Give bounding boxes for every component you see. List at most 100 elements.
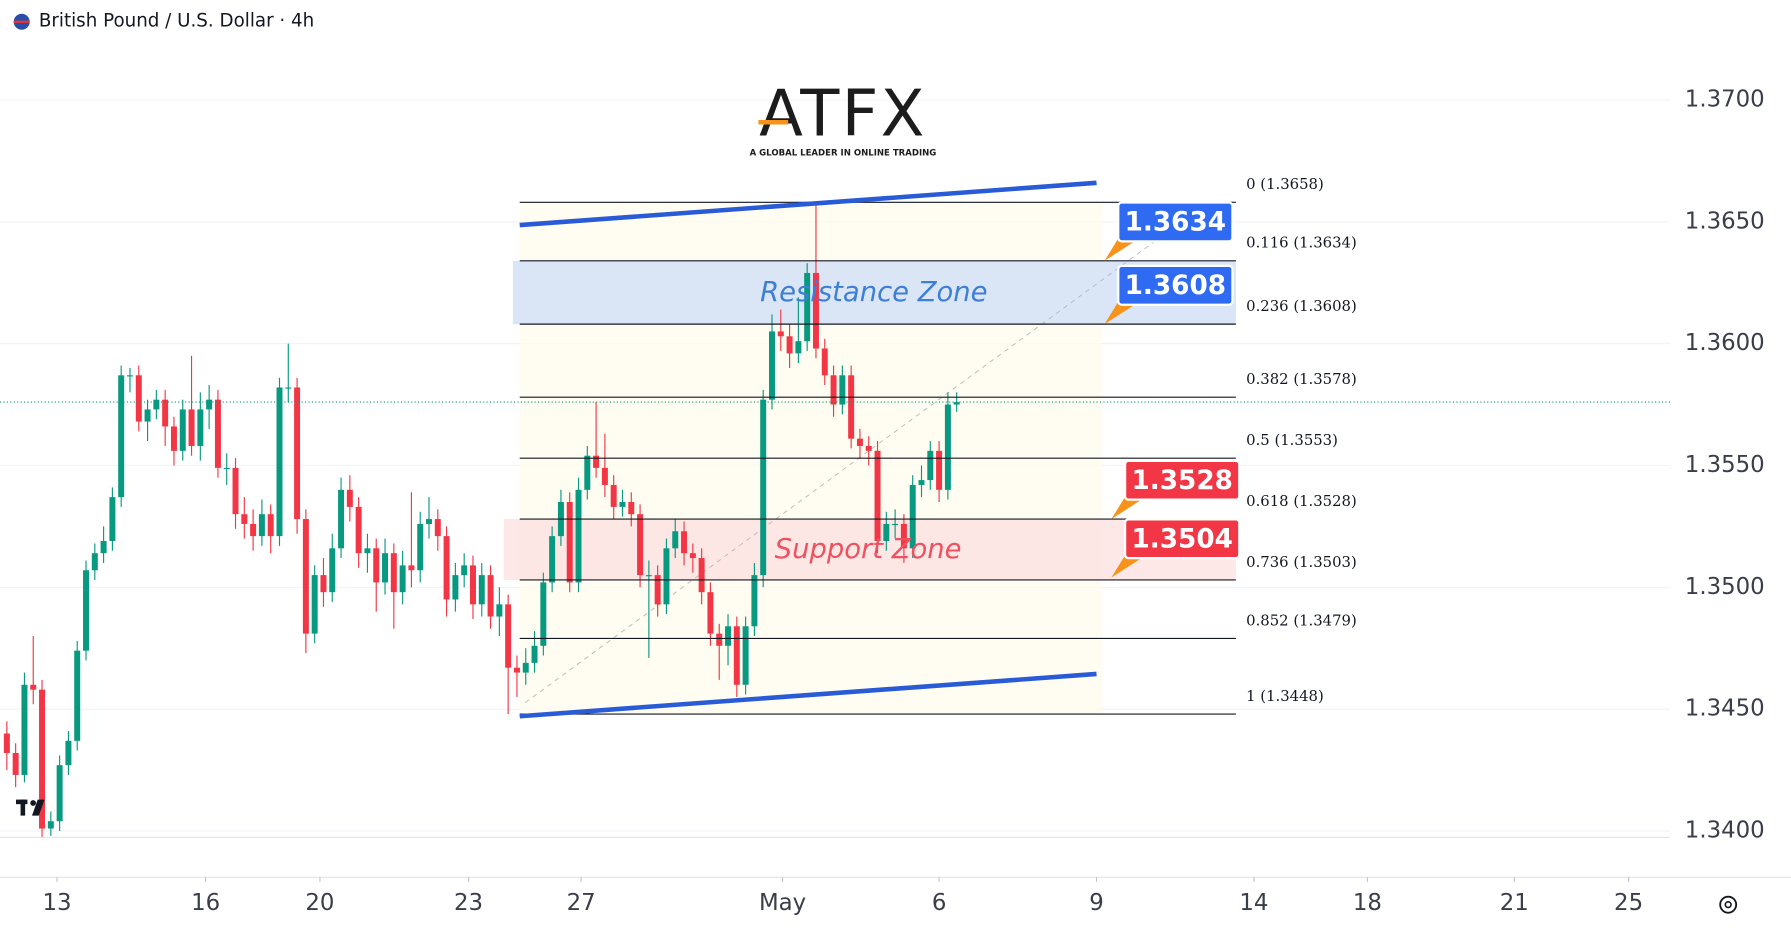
settings-button[interactable] bbox=[1719, 895, 1738, 914]
candle-body bbox=[513, 667, 520, 673]
candle-body bbox=[663, 548, 670, 605]
axis-layer: 1.3400 1.3450 1.3500 1.3550 1.3600 1.3650 1.37… bbox=[42, 86, 1764, 916]
candle-body bbox=[821, 348, 828, 376]
candle-body bbox=[47, 821, 54, 829]
candle-body bbox=[478, 575, 485, 605]
y-tick-label: 1.3600 bbox=[1685, 330, 1765, 356]
fib-label: 0.116 (1.3634) bbox=[1246, 235, 1357, 252]
x-tick-label: 25 bbox=[1614, 890, 1643, 916]
candle-body bbox=[390, 553, 397, 593]
candle-body bbox=[522, 662, 529, 673]
candle-body bbox=[909, 484, 916, 549]
fib-label: 0.5 (1.3553) bbox=[1246, 432, 1338, 449]
candle-body bbox=[39, 689, 46, 829]
candle-body bbox=[628, 502, 635, 515]
candle-body bbox=[725, 626, 732, 646]
x-tick-label: 9 bbox=[1089, 890, 1104, 916]
candle-body bbox=[540, 582, 547, 646]
candle-body bbox=[329, 548, 336, 593]
candle-body bbox=[681, 531, 688, 554]
plot-bottom-strip bbox=[0, 837, 1670, 878]
candle-body bbox=[364, 548, 371, 554]
y-tick-label: 1.3450 bbox=[1685, 696, 1765, 722]
candle-body bbox=[689, 553, 696, 559]
candle-body bbox=[285, 387, 292, 389]
candle-body bbox=[654, 575, 661, 605]
candles-layer bbox=[0, 202, 1670, 839]
candle-body bbox=[197, 409, 204, 446]
candle-body bbox=[338, 489, 345, 549]
candle-body bbox=[610, 484, 617, 507]
x-tick-label: 16 bbox=[191, 890, 220, 916]
candle-body bbox=[346, 489, 353, 507]
candle-body bbox=[848, 375, 855, 439]
candle-body bbox=[311, 575, 318, 634]
x-tick-label: 21 bbox=[1500, 890, 1529, 916]
candle-body bbox=[953, 402, 960, 405]
candle-body bbox=[461, 565, 468, 576]
candle-body bbox=[434, 519, 441, 537]
fib-label: 0.852 (1.3479) bbox=[1246, 612, 1357, 629]
candle-body bbox=[91, 553, 98, 571]
candle-body bbox=[21, 684, 28, 775]
candle-body bbox=[786, 336, 793, 354]
candle-body bbox=[707, 592, 714, 634]
zone-label: Support Zone bbox=[775, 534, 962, 565]
candle-body bbox=[135, 375, 142, 422]
candle-body bbox=[109, 497, 116, 542]
candle-body bbox=[777, 331, 784, 337]
x-tick-label: 6 bbox=[932, 890, 947, 916]
candle-body bbox=[267, 514, 274, 537]
candle-body bbox=[12, 752, 19, 775]
candle-body bbox=[892, 523, 899, 526]
candle-body bbox=[144, 409, 151, 422]
x-tick-label: 20 bbox=[305, 890, 334, 916]
x-tick-label: May bbox=[759, 890, 806, 916]
candle-body bbox=[408, 565, 415, 571]
candle-body bbox=[496, 604, 503, 617]
candle-body bbox=[601, 467, 608, 485]
fib-label: 0.382 (1.3578) bbox=[1246, 371, 1357, 388]
candle-body bbox=[100, 541, 107, 554]
candle-body bbox=[865, 445, 872, 451]
candle-body bbox=[83, 570, 90, 651]
callout-box bbox=[1117, 201, 1234, 243]
candle-body bbox=[179, 409, 186, 451]
x-tick-label: 27 bbox=[567, 890, 596, 916]
fib-label: 0 (1.3658) bbox=[1246, 176, 1324, 193]
y-tick-label: 1.3650 bbox=[1685, 208, 1765, 234]
zone-label: Resistance Zone bbox=[760, 277, 987, 308]
candle-body bbox=[672, 531, 679, 549]
callout-box bbox=[1123, 518, 1241, 560]
candle-body bbox=[900, 523, 907, 549]
logo-tagline: A GLOBAL LEADER IN ONLINE TRADING bbox=[750, 149, 937, 159]
callout-layer: 1.3634 1.3608 1.3528 1.3504 bbox=[1104, 201, 1241, 578]
candle-body bbox=[214, 399, 221, 468]
candle-body bbox=[65, 740, 72, 766]
candle-body bbox=[927, 450, 934, 481]
candle-body bbox=[531, 645, 538, 663]
x-tick-label: 23 bbox=[454, 890, 483, 916]
settings-button-center bbox=[1724, 901, 1732, 909]
candle-body bbox=[118, 375, 125, 498]
candle-body bbox=[170, 426, 177, 451]
candle-body bbox=[302, 519, 309, 634]
candle-body bbox=[549, 536, 556, 583]
candle-body bbox=[769, 331, 775, 400]
candle-body bbox=[426, 519, 432, 524]
candle-body bbox=[760, 399, 767, 576]
channel-upper bbox=[519, 180, 1097, 228]
candle-body bbox=[593, 455, 600, 468]
x-tick-label: 14 bbox=[1239, 890, 1268, 916]
candle-body bbox=[250, 523, 257, 537]
candle-body bbox=[505, 604, 512, 668]
candle-body bbox=[856, 438, 863, 446]
fib-layer: Resistance Zone Support Zone 0 (1.3658) 0.1… bbox=[519, 176, 1357, 715]
candle-body bbox=[232, 467, 239, 515]
x-tick-label: 18 bbox=[1353, 890, 1382, 916]
logo-name: ATFX bbox=[759, 77, 927, 151]
callout-label: 1.3504 bbox=[1132, 524, 1233, 554]
callout-label: 1.3634 bbox=[1125, 208, 1226, 238]
candle-body bbox=[417, 523, 424, 571]
